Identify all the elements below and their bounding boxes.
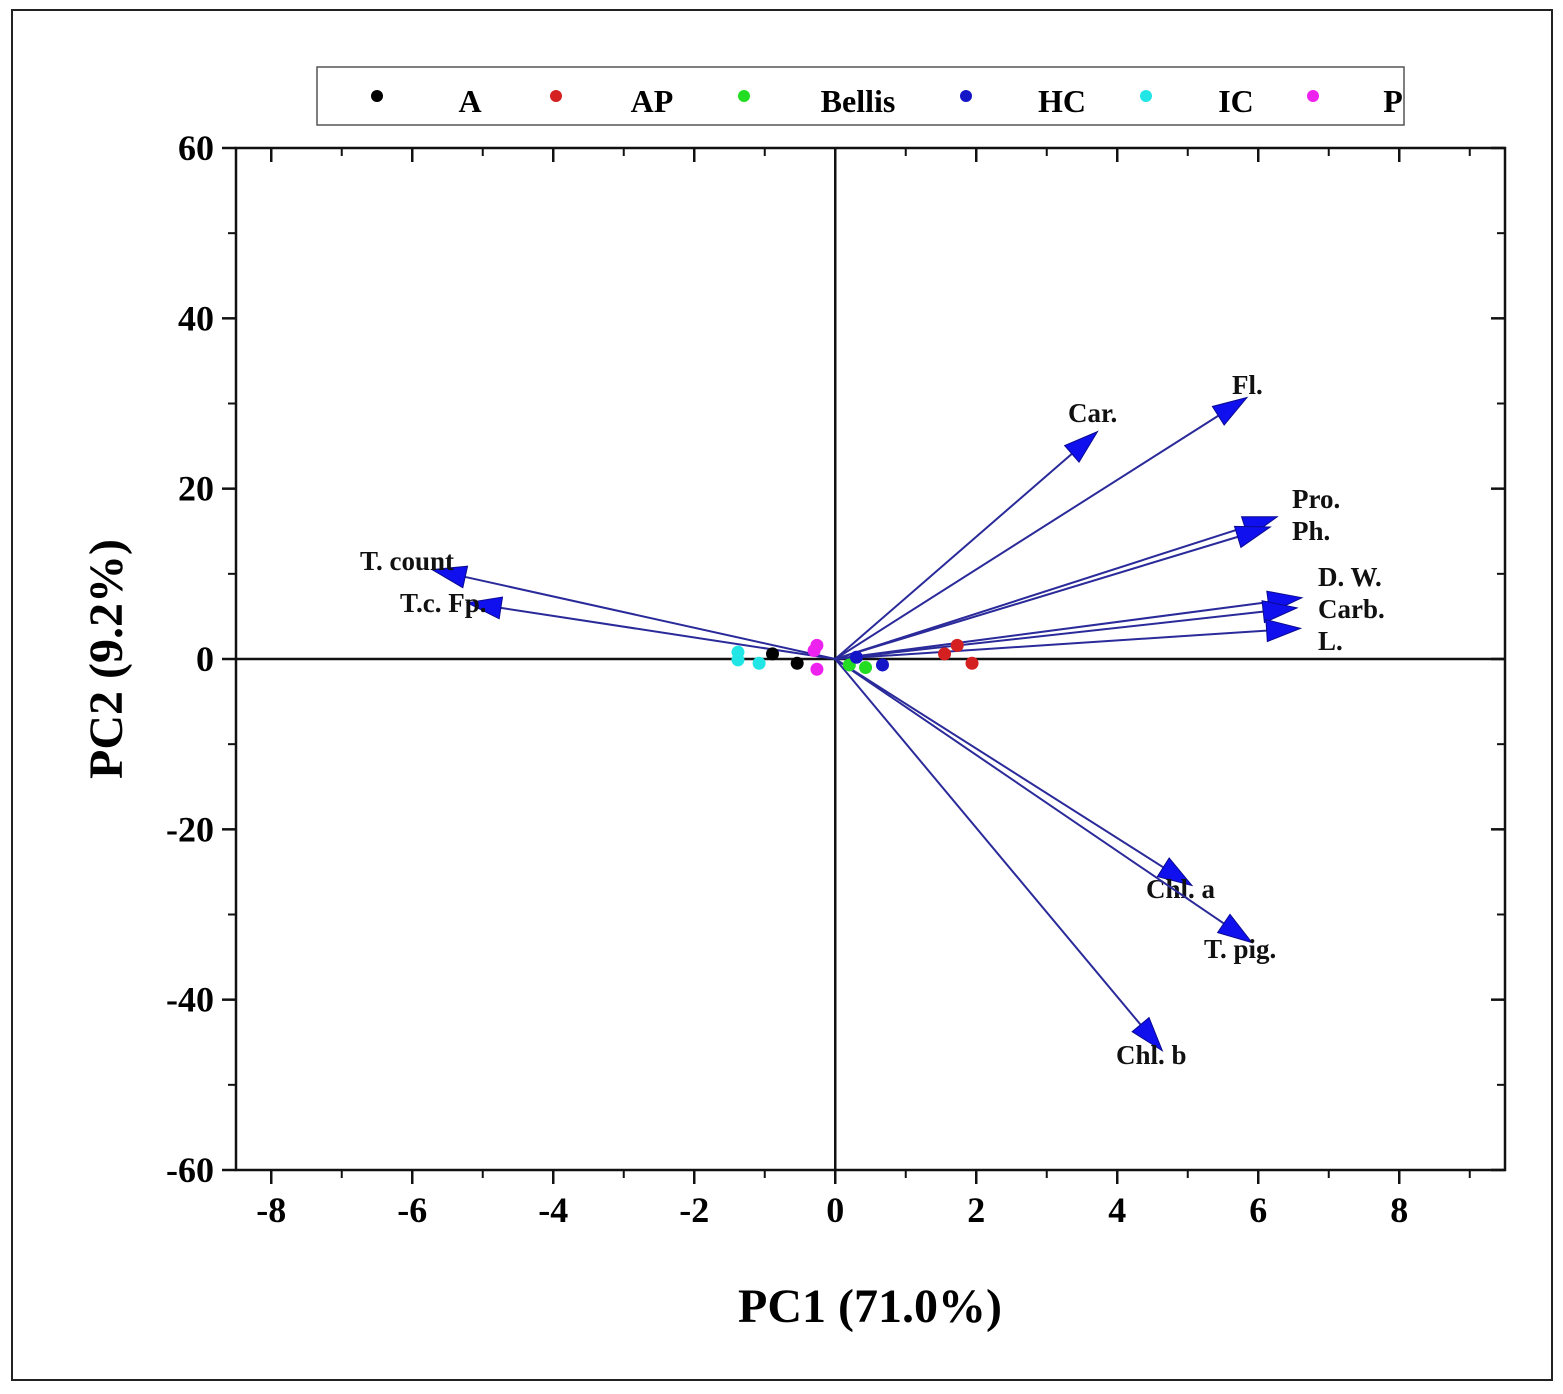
y-tick-label: 0 [196, 639, 214, 679]
x-tick-label: 6 [1249, 1190, 1267, 1230]
score-point-a [790, 656, 804, 670]
score-point-hc [875, 658, 889, 672]
score-point-bellis [859, 661, 873, 675]
loading-label: Carb. [1318, 594, 1385, 624]
loading-arrow-head [1156, 857, 1194, 887]
figure-frame [11, 9, 1553, 1381]
loading-arrow-line [834, 453, 1073, 660]
loading-arrow-head [1233, 525, 1272, 549]
x-tick-label: 4 [1108, 1190, 1126, 1230]
loading-label: Ph. [1292, 516, 1330, 546]
legend-label: AP [631, 83, 674, 119]
score-point-ic [731, 653, 745, 667]
loading-arrow-line [834, 658, 1225, 925]
loading-arrow-line [835, 601, 1269, 660]
y-tick-label: 40 [178, 298, 214, 338]
loading-label: T.c. Fp. [400, 588, 487, 618]
loading-arrow-head [465, 596, 504, 620]
x-tick-label: -4 [538, 1190, 568, 1230]
loading-arrow-head [430, 565, 469, 589]
y-tick-label: -40 [166, 980, 214, 1020]
loading-arrow-head [1131, 1016, 1164, 1053]
loading-label: T. pig. [1204, 934, 1276, 964]
score-point-a [766, 647, 780, 661]
legend-label: P [1383, 83, 1403, 119]
legend-marker-bellis [738, 90, 750, 102]
loading-arrow-line [835, 629, 1267, 660]
loading-label: Car. [1068, 398, 1117, 428]
legend-marker-hc [960, 90, 972, 102]
x-tick-label: 0 [826, 1190, 844, 1230]
legend: A AP Bellis HC IC P [371, 83, 1403, 119]
loading-label: L. [1318, 626, 1343, 656]
loading-label: Fl. [1232, 370, 1263, 400]
y-tick-label: -60 [166, 1150, 214, 1190]
y-tick-label: -20 [166, 809, 214, 849]
loading-arrow-line [464, 575, 836, 660]
score-point-hc [849, 650, 863, 664]
legend-label: HC [1038, 83, 1086, 119]
loading-arrow-line [834, 535, 1238, 660]
score-points [731, 638, 979, 676]
legend-label: Bellis [821, 83, 896, 119]
loading-label: Chl. b [1116, 1040, 1187, 1070]
loading-arrow-line [834, 526, 1246, 660]
x-tick-label: 2 [967, 1190, 985, 1230]
score-point-ap [950, 638, 964, 652]
legend-marker-p [1307, 90, 1319, 102]
y-tick-label: 20 [178, 469, 214, 509]
x-tick-label: 8 [1390, 1190, 1408, 1230]
score-point-ic [752, 656, 766, 670]
x-tick-label: -8 [256, 1190, 286, 1230]
legend-marker-ap [550, 90, 562, 102]
loading-arrow-head [1265, 618, 1303, 643]
legend-label: IC [1218, 83, 1254, 119]
x-tick-label: -6 [397, 1190, 427, 1230]
loading-arrow-head [1216, 913, 1254, 944]
loading-label: D. W. [1318, 562, 1382, 592]
loading-arrow-head [1261, 600, 1299, 624]
loading-arrow-line [835, 610, 1264, 660]
loading-label: Pro. [1292, 484, 1340, 514]
loading-arrow-line [500, 606, 836, 660]
score-point-ap [965, 656, 979, 670]
loading-arrow-line [834, 658, 1142, 1026]
loading-arrow-head [1211, 396, 1249, 426]
score-point-p [807, 643, 821, 657]
loading-arrows: Car. Fl. Pro.Ph. D. W.Carb.L. T. count T.c. F… [360, 370, 1385, 1070]
loading-label: T. count [360, 546, 454, 576]
y-tick-label: 60 [178, 128, 214, 168]
x-axis-label: PC1 (71.0%) [738, 1280, 1002, 1333]
loading-arrow-line [834, 658, 1164, 869]
score-point-ap [938, 647, 952, 661]
loading-arrow-line [834, 414, 1219, 660]
legend-marker-ic [1140, 90, 1152, 102]
plot-area-frame [234, 146, 1507, 1172]
x-tick-label: -2 [679, 1190, 709, 1230]
legend-box [316, 66, 1405, 126]
score-point-p [810, 662, 824, 676]
y-axis-label: PC2 (9.2%) [80, 539, 133, 779]
legend-marker-a [371, 90, 383, 102]
legend-label: A [458, 83, 481, 119]
loading-arrow-head [1063, 430, 1099, 464]
